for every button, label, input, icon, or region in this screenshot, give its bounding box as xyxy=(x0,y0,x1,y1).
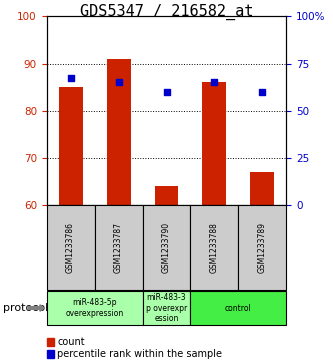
Bar xyxy=(202,82,226,205)
Bar xyxy=(155,186,178,205)
Point xyxy=(212,79,217,85)
Point xyxy=(68,75,73,81)
Text: GDS5347 / 216582_at: GDS5347 / 216582_at xyxy=(80,4,253,20)
Text: control: control xyxy=(225,303,252,313)
Point xyxy=(164,89,169,95)
Text: GSM1233786: GSM1233786 xyxy=(66,222,75,273)
Text: miR-483-3
p overexpr
ession: miR-483-3 p overexpr ession xyxy=(146,293,187,323)
Text: protocol: protocol xyxy=(3,303,49,313)
Point xyxy=(260,89,265,95)
Text: GSM1233789: GSM1233789 xyxy=(258,222,267,273)
Bar xyxy=(59,87,83,205)
Text: GSM1233788: GSM1233788 xyxy=(210,222,219,273)
Text: miR-483-5p
overexpression: miR-483-5p overexpression xyxy=(66,298,124,318)
Text: percentile rank within the sample: percentile rank within the sample xyxy=(57,349,222,359)
Bar xyxy=(107,59,131,205)
Text: GSM1233790: GSM1233790 xyxy=(162,222,171,273)
Text: count: count xyxy=(57,337,85,347)
Text: GSM1233787: GSM1233787 xyxy=(114,222,123,273)
Point xyxy=(116,79,121,85)
Bar xyxy=(250,172,274,205)
